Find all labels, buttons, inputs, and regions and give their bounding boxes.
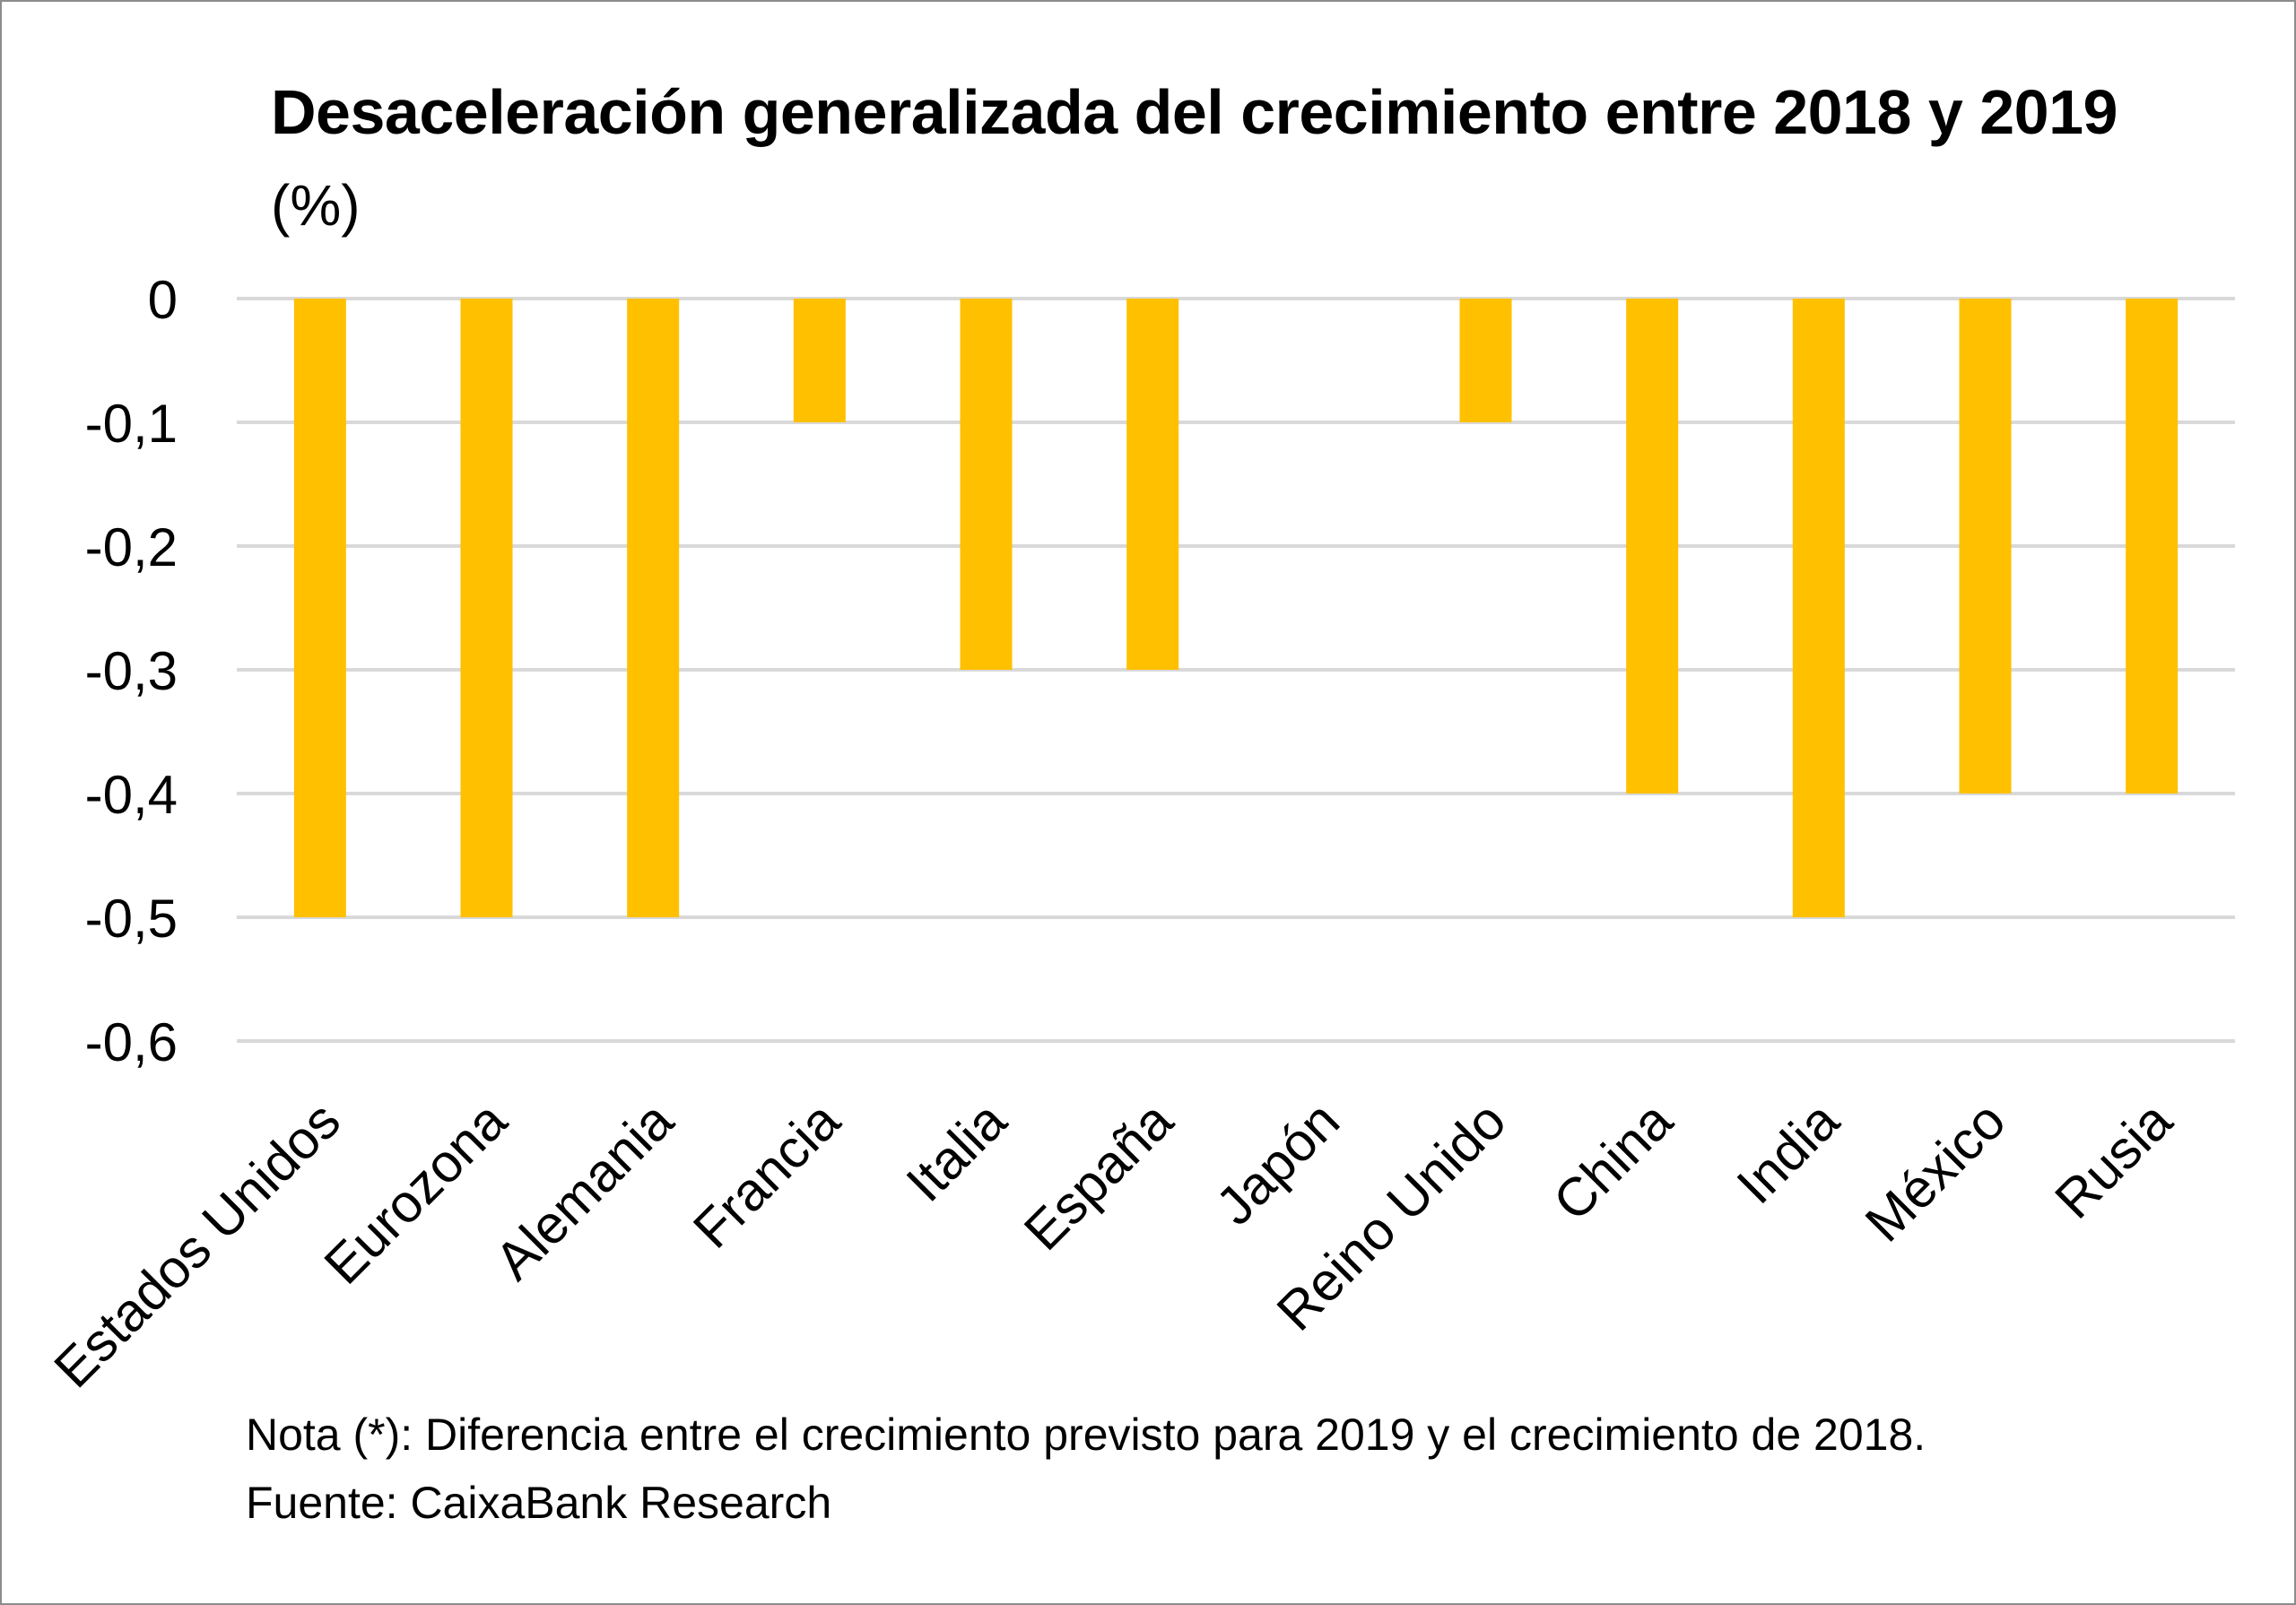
- x-tick-label: Italia: [895, 1089, 1018, 1212]
- bar: [1792, 299, 1845, 917]
- bar: [1959, 299, 2012, 794]
- bar: [1459, 299, 1512, 422]
- y-tick-label: -0,3: [85, 641, 178, 701]
- bar: [1126, 299, 1179, 670]
- chart-notes: Nota (*): Diferencia entre el crecimient…: [246, 1401, 1926, 1537]
- y-tick-label: -0,5: [85, 889, 178, 949]
- x-tick-label: Rusia: [2044, 1089, 2184, 1229]
- bar: [460, 299, 513, 917]
- bar: [793, 299, 846, 422]
- x-tick-label: México: [1854, 1090, 2017, 1254]
- y-tick-label: -0,1: [85, 394, 178, 454]
- y-tick-label: -0,6: [85, 1012, 178, 1072]
- x-tick-label: Francia: [682, 1089, 851, 1259]
- x-tick-label: España: [1013, 1089, 1185, 1262]
- x-tick-label: Japón: [1205, 1090, 1351, 1236]
- bar: [627, 299, 680, 917]
- bar: [293, 299, 346, 917]
- x-tick-label: Estados Unidos: [42, 1090, 352, 1400]
- note-text: Nota (*): Diferencia entre el crecimient…: [246, 1410, 1926, 1460]
- x-tick-label: China: [1542, 1089, 1684, 1232]
- x-tick-label: Alemania: [483, 1089, 685, 1291]
- y-tick-label: -0,4: [85, 765, 178, 825]
- source-text: Fuente: CaixaBank Research: [246, 1478, 832, 1528]
- x-tick-label: India: [1726, 1089, 1851, 1215]
- y-tick-label: 0: [148, 270, 178, 330]
- bar: [1626, 299, 1679, 794]
- x-tick-label: Eurozona: [313, 1089, 518, 1295]
- y-tick-label: -0,2: [85, 517, 178, 577]
- chart-title: Desaceleración generalizada del crecimie…: [271, 77, 2118, 147]
- chart-subtitle: (%): [271, 173, 361, 238]
- bar: [2126, 299, 2179, 794]
- bar: [960, 299, 1013, 670]
